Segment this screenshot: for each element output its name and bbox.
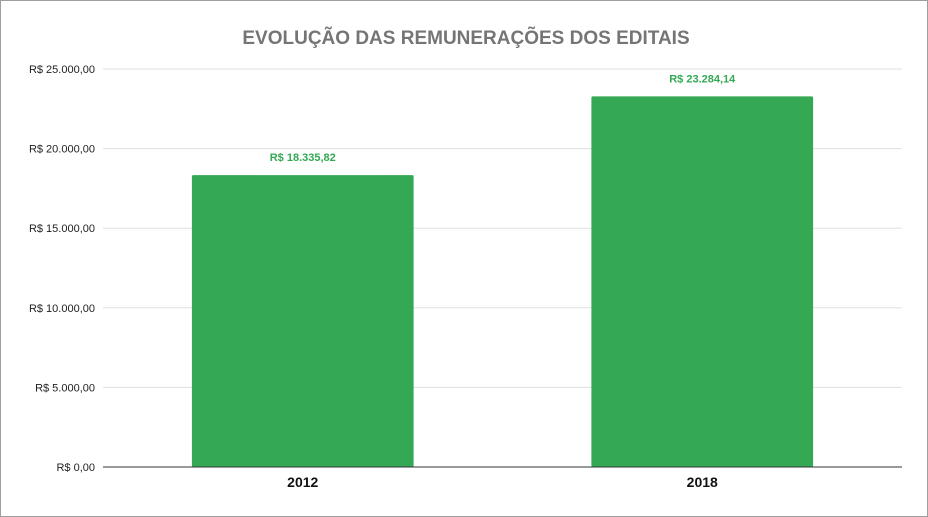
data-label-2012: R$ 18.335,82 (270, 152, 336, 164)
y-tick-label: R$ 25.000,00 (29, 64, 95, 76)
y-tick-label: R$ 15.000,00 (29, 223, 95, 235)
bar-2018 (591, 96, 814, 467)
data-labels: R$ 18.335,82 R$ 23.284,14 (270, 73, 736, 164)
y-tick-label: R$ 10.000,00 (29, 303, 95, 315)
bar-2012 (191, 175, 414, 467)
data-label-2018: R$ 23.284,14 (669, 73, 736, 85)
y-axis-ticks: R$ 0,00 R$ 5.000,00 R$ 10.000,00 R$ 15.000,… (29, 64, 95, 474)
x-axis-ticks: 2012 2018 (287, 474, 718, 490)
y-tick-label: R$ 20.000,00 (29, 144, 95, 156)
chart-title: EVOLUÇÃO DAS REMUNERAÇÕES DOS EDITAIS (242, 27, 689, 49)
bars (191, 96, 814, 467)
y-tick-label: R$ 5.000,00 (35, 382, 95, 394)
x-tick-label: 2012 (287, 474, 318, 490)
y-tick-label: R$ 0,00 (56, 462, 95, 474)
x-tick-label: 2018 (687, 474, 718, 490)
